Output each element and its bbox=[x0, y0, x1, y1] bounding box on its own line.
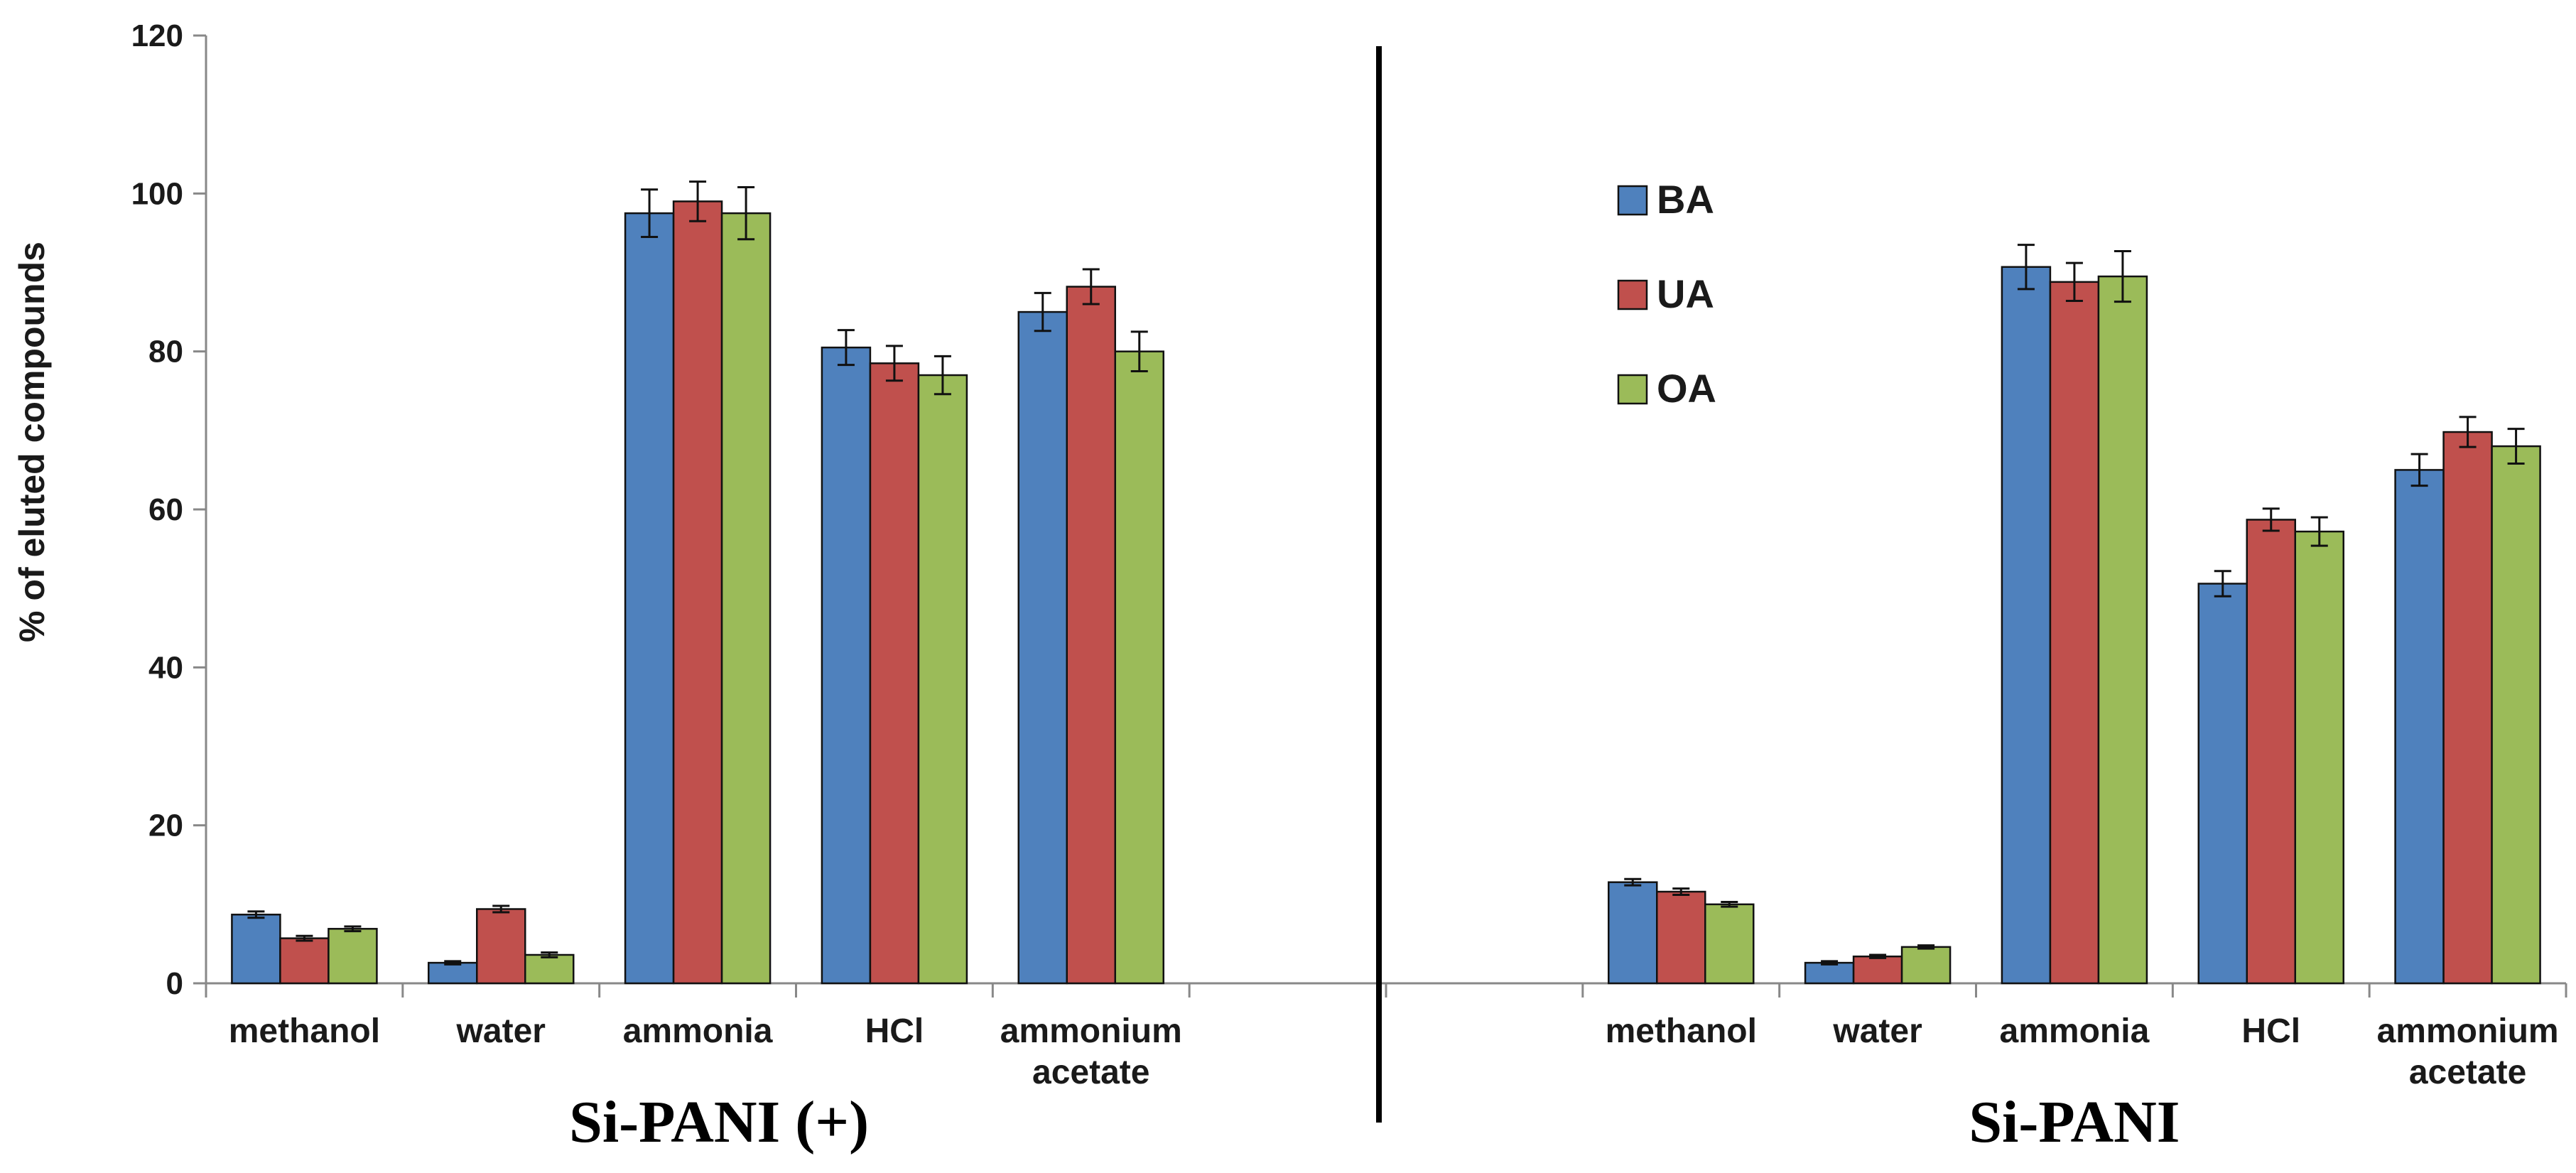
category-label: acetate bbox=[1032, 1054, 1149, 1091]
bar-oa bbox=[720, 212, 772, 985]
bar-oa bbox=[2491, 445, 2541, 985]
bar-ba bbox=[428, 961, 478, 985]
bar-ba bbox=[624, 212, 675, 985]
bar-ba bbox=[1804, 961, 1855, 985]
y-axis-label: % of eluted compounds bbox=[12, 242, 52, 642]
bar-ua bbox=[2442, 431, 2493, 985]
category-label: water bbox=[456, 1012, 546, 1050]
y-tick-label: 0 bbox=[166, 966, 183, 1001]
bar-ua bbox=[1852, 955, 1903, 985]
bar-ua bbox=[476, 908, 526, 985]
category-label: water bbox=[1832, 1012, 1922, 1050]
bar-ua bbox=[2246, 519, 2296, 985]
bar-ua bbox=[869, 362, 920, 985]
group-label: Si-PANI (+) bbox=[569, 1089, 869, 1155]
category-label: acetate bbox=[2409, 1054, 2526, 1091]
bar-ba bbox=[2197, 583, 2248, 985]
y-tick-label: 120 bbox=[131, 18, 183, 53]
y-tick-label: 60 bbox=[148, 492, 183, 527]
category-label: methanol bbox=[229, 1012, 380, 1050]
bar-ba bbox=[231, 914, 281, 985]
bar-oa bbox=[1704, 903, 1755, 985]
category-label: HCl bbox=[2241, 1012, 2300, 1050]
legend-swatch-oa bbox=[1617, 374, 1648, 405]
bar-ua bbox=[279, 937, 330, 985]
category-label: ammonia bbox=[2000, 1012, 2150, 1050]
bar-oa bbox=[1114, 350, 1164, 985]
legend: BA UA OA bbox=[1617, 177, 1716, 411]
bar-ba bbox=[1017, 310, 1068, 985]
bar-ba bbox=[1608, 881, 1658, 985]
y-tick-label: 20 bbox=[148, 809, 183, 843]
bar-ua bbox=[1066, 286, 1116, 985]
labels: % of eluted compounds methanol water ammon… bbox=[12, 242, 2559, 1155]
bar-oa bbox=[1900, 946, 1952, 985]
bar-ba bbox=[2394, 469, 2445, 985]
y-tick-label: 80 bbox=[148, 335, 183, 369]
bar-oa bbox=[2294, 530, 2344, 985]
group-label: Si-PANI bbox=[1969, 1089, 2180, 1155]
bar-ba bbox=[2001, 266, 2052, 985]
bar-oa bbox=[328, 928, 378, 985]
legend-label-ba: BA bbox=[1657, 177, 1714, 222]
y-tick-label: 40 bbox=[148, 650, 183, 685]
category-label: ammonia bbox=[623, 1012, 773, 1050]
bar-ua bbox=[2049, 281, 2100, 985]
axes: 0 20 40 60 80 100 120 bbox=[131, 18, 2567, 1123]
y-tick-label: 100 bbox=[131, 176, 183, 211]
legend-label-oa: OA bbox=[1657, 366, 1716, 411]
category-label: ammonium bbox=[2377, 1012, 2559, 1050]
legend-swatch-ba bbox=[1617, 185, 1648, 216]
category-label: methanol bbox=[1606, 1012, 1757, 1050]
bar-ba bbox=[821, 346, 872, 985]
error-bars bbox=[247, 180, 2525, 966]
bars bbox=[231, 200, 2541, 985]
category-label: ammonium bbox=[1000, 1012, 1182, 1050]
legend-label-ua: UA bbox=[1657, 271, 1714, 316]
bar-oa bbox=[524, 953, 575, 985]
bar-oa bbox=[2097, 275, 2148, 985]
bar-ua bbox=[1656, 890, 1706, 985]
legend-swatch-ua bbox=[1617, 279, 1648, 310]
category-label: HCl bbox=[865, 1012, 924, 1050]
bar-oa bbox=[917, 374, 968, 985]
bar-ua bbox=[672, 200, 723, 985]
